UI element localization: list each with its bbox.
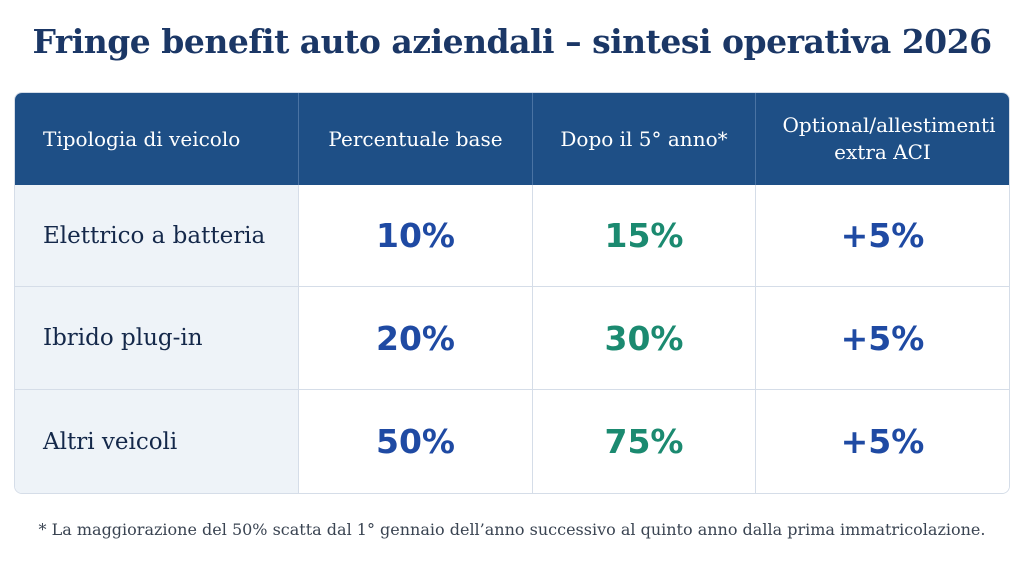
value-after5-other: 75% [533, 390, 756, 493]
value-optional-other: +5% [756, 390, 1009, 493]
value-after5-electric: 15% [533, 185, 756, 287]
page-title: Fringe benefit auto aziendali – sintesi … [32, 22, 992, 61]
value-after5-plugin-hybrid: 30% [533, 287, 756, 390]
value-base-electric: 10% [299, 185, 533, 287]
row-label-electric: Elettrico a batteria [15, 185, 299, 287]
header-optional-extra: Optional/allestimenti extra ACI [756, 93, 1009, 185]
footnote: * La maggiorazione del 50% scatta dal 1°… [38, 520, 986, 539]
header-after-5-years: Dopo il 5° anno* [533, 93, 756, 185]
benefit-table: Tipologia di veicolo Percentuale base Do… [14, 92, 1010, 494]
row-label-plugin-hybrid: Ibrido plug-in [15, 287, 299, 390]
value-base-plugin-hybrid: 20% [299, 287, 533, 390]
row-label-other: Altri veicoli [15, 390, 299, 493]
header-vehicle-type: Tipologia di veicolo [15, 93, 299, 185]
header-base-percentage: Percentuale base [299, 93, 533, 185]
header-optional-extra-text: Optional/allestimenti extra ACI [782, 113, 996, 164]
value-optional-plugin-hybrid: +5% [756, 287, 1009, 390]
value-optional-electric: +5% [756, 185, 1009, 287]
value-base-other: 50% [299, 390, 533, 493]
